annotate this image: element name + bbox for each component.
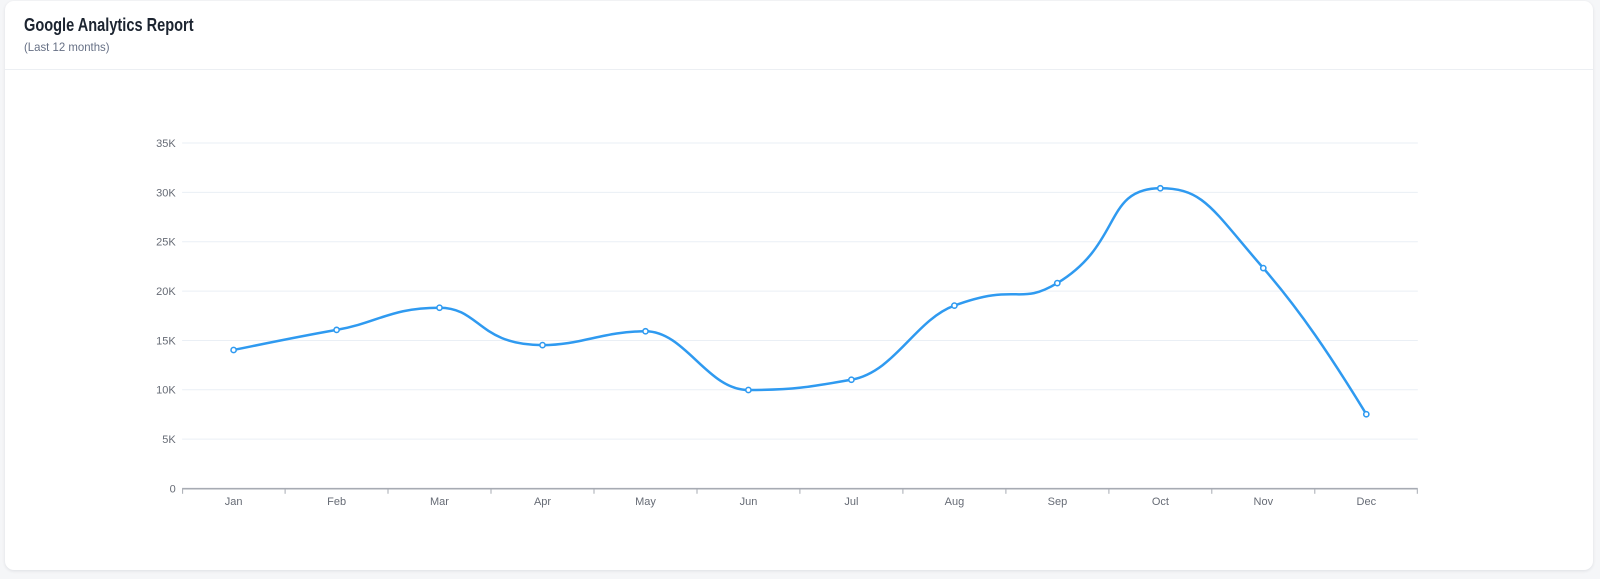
svg-text:5K: 5K: [162, 434, 176, 446]
svg-text:Mar: Mar: [430, 496, 449, 508]
svg-text:May: May: [635, 496, 656, 508]
svg-text:20K: 20K: [156, 286, 176, 298]
svg-text:Oct: Oct: [1152, 496, 1169, 508]
svg-text:Jan: Jan: [225, 496, 243, 508]
svg-text:Dec: Dec: [1357, 496, 1377, 508]
svg-text:Sep: Sep: [1048, 496, 1068, 508]
svg-text:0: 0: [170, 483, 176, 495]
svg-text:35K: 35K: [156, 138, 176, 150]
svg-text:Apr: Apr: [534, 496, 551, 508]
svg-text:Jun: Jun: [740, 496, 758, 508]
svg-text:10K: 10K: [156, 385, 176, 397]
svg-text:30K: 30K: [156, 187, 176, 199]
svg-text:Jul: Jul: [844, 496, 858, 508]
svg-text:Nov: Nov: [1254, 496, 1274, 508]
svg-text:Aug: Aug: [945, 496, 965, 508]
svg-text:25K: 25K: [156, 237, 176, 249]
svg-text:15K: 15K: [156, 335, 176, 347]
svg-text:Feb: Feb: [327, 496, 346, 508]
